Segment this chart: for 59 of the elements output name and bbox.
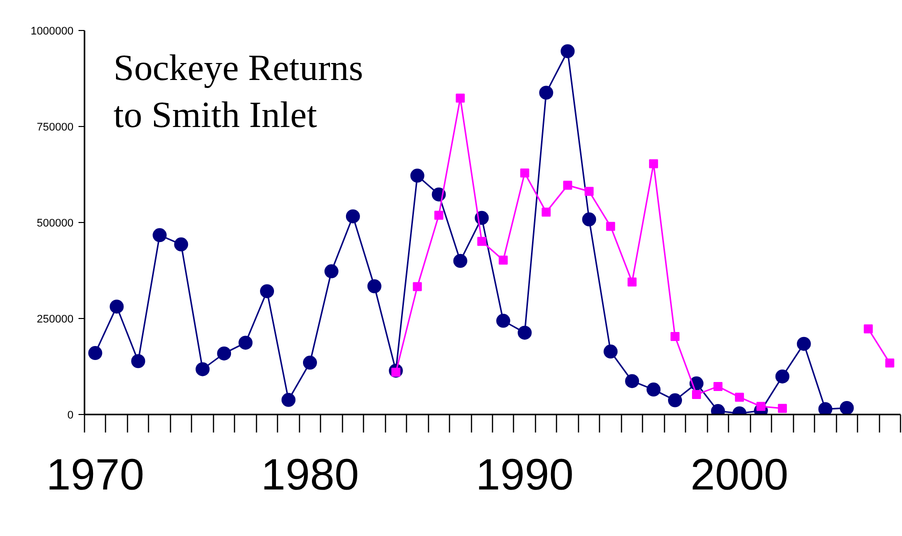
- point: [604, 344, 618, 359]
- point: [260, 284, 274, 298]
- point: [324, 264, 338, 278]
- point: [498, 256, 508, 265]
- y-tick-label: 500000: [36, 218, 74, 230]
- point: [840, 400, 854, 414]
- point: [818, 402, 832, 414]
- point: [367, 279, 382, 294]
- point: [885, 358, 894, 368]
- point: [434, 210, 444, 220]
- point: [628, 278, 637, 287]
- text: Sockeye Returns to Smith Inlet: [113, 48, 364, 136]
- y-tick-label: 250000: [36, 314, 74, 326]
- point: [560, 44, 575, 58]
- point: [734, 392, 744, 402]
- point: [606, 222, 616, 231]
- point: [302, 356, 317, 370]
- point: [584, 186, 594, 196]
- point: [412, 282, 422, 292]
- y-tick-label: 0: [67, 410, 74, 422]
- point: [713, 382, 722, 391]
- y-tick-label: 1000000: [30, 26, 74, 38]
- y-tick-label: 750000: [36, 122, 74, 134]
- point: [775, 369, 790, 384]
- point: [539, 86, 554, 100]
- point: [670, 332, 680, 342]
- x-tick-label: 1970: [46, 450, 144, 500]
- point: [649, 159, 658, 168]
- point: [646, 382, 661, 397]
- point: [542, 208, 551, 217]
- point: [131, 354, 146, 368]
- point: [217, 346, 232, 360]
- point: [778, 404, 787, 413]
- point: [477, 236, 486, 246]
- point: [453, 254, 468, 268]
- point: [756, 402, 766, 411]
- point: [410, 168, 424, 183]
- point: [796, 336, 811, 351]
- point: [692, 390, 701, 400]
- point: [563, 180, 572, 190]
- point: [110, 300, 124, 314]
- point: [520, 168, 530, 178]
- point: [88, 346, 102, 360]
- point: [456, 94, 465, 103]
- point: [582, 212, 596, 226]
- point: [625, 374, 640, 388]
- point: [152, 228, 167, 242]
- point: [282, 392, 296, 407]
- point: [668, 393, 682, 408]
- x-tick-label: 1990: [476, 450, 574, 500]
- point: [496, 314, 510, 328]
- x-tick-label: 2000: [690, 450, 788, 500]
- point: [196, 362, 210, 376]
- point: [346, 209, 360, 224]
- point: [518, 326, 532, 340]
- point: [238, 336, 253, 350]
- point: [864, 324, 873, 334]
- point: [174, 237, 188, 252]
- x-tick-label: 1980: [261, 450, 359, 500]
